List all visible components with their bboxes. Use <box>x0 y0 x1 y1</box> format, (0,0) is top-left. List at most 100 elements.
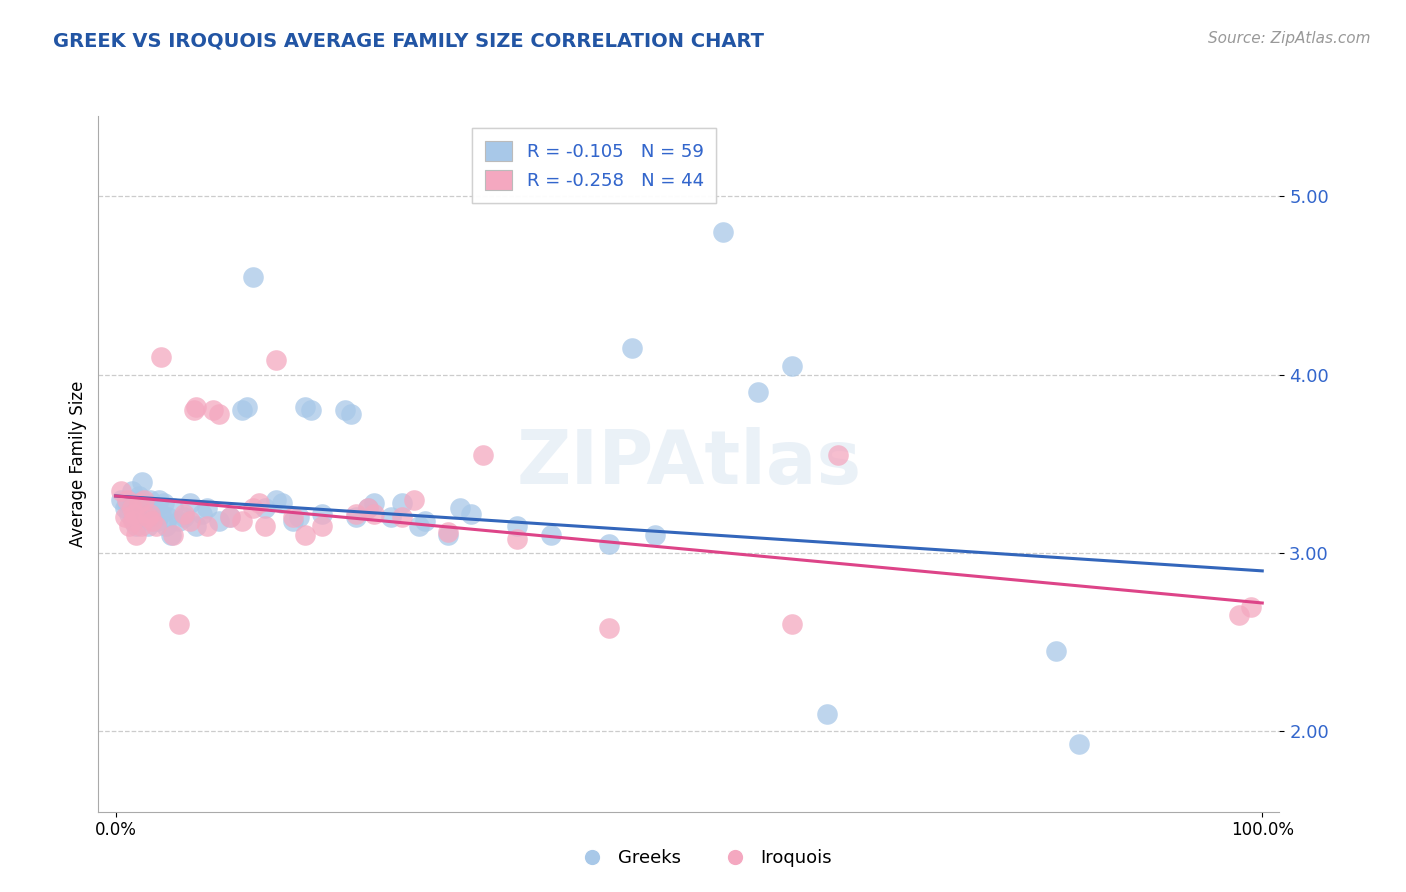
Point <box>110 483 132 498</box>
Point <box>339 407 361 421</box>
Legend: Greeks, Iroquois: Greeks, Iroquois <box>567 842 839 874</box>
Point <box>134 492 156 507</box>
Point <box>1240 599 1263 614</box>
Point <box>644 528 666 542</box>
Y-axis label: Average Family Size: Average Family Size <box>69 381 87 547</box>
Point <box>827 448 849 462</box>
Point <box>131 475 153 489</box>
Point <box>129 519 152 533</box>
Point <box>247 496 270 510</box>
Point <box>167 514 190 528</box>
Text: Source: ZipAtlas.com: Source: ZipAtlas.com <box>1208 31 1371 46</box>
Point <box>283 514 305 528</box>
Point <box>128 496 150 510</box>
Point <box>159 528 181 542</box>
Point <box>236 400 259 414</box>
Point <box>162 501 184 516</box>
Point <box>253 519 276 533</box>
Point <box>344 510 367 524</box>
Point <box>184 519 207 533</box>
Point <box>146 514 169 528</box>
Text: GREEK VS IROQUOIS AVERAGE FAMILY SIZE CORRELATION CHART: GREEK VS IROQUOIS AVERAGE FAMILY SIZE CO… <box>53 31 765 50</box>
Point <box>408 519 430 533</box>
Point <box>115 496 138 510</box>
Point <box>184 400 207 414</box>
Point <box>145 519 167 533</box>
Point <box>183 403 205 417</box>
Point <box>143 501 166 516</box>
Point <box>264 492 287 507</box>
Point <box>413 514 436 528</box>
Point <box>118 507 141 521</box>
Point <box>219 510 242 524</box>
Point <box>283 510 305 524</box>
Point <box>506 532 529 546</box>
Point <box>231 403 253 417</box>
Point <box>264 353 287 368</box>
Point <box>110 492 132 507</box>
Point <box>294 400 316 414</box>
Point <box>114 501 136 516</box>
Point <box>148 492 170 507</box>
Point <box>380 510 402 524</box>
Point <box>506 519 529 533</box>
Point <box>815 706 838 721</box>
Point <box>253 501 276 516</box>
Point <box>711 225 734 239</box>
Point <box>125 519 148 533</box>
Point <box>141 514 163 528</box>
Point <box>179 496 201 510</box>
Point <box>122 514 145 528</box>
Point <box>540 528 562 542</box>
Point <box>125 528 148 542</box>
Point <box>288 510 311 524</box>
Point <box>157 510 180 524</box>
Point <box>270 496 292 510</box>
Point <box>121 492 143 507</box>
Point <box>150 350 173 364</box>
Legend: R = -0.105   N = 59, R = -0.258   N = 44: R = -0.105 N = 59, R = -0.258 N = 44 <box>472 128 717 202</box>
Point <box>780 617 803 632</box>
Point <box>1227 608 1250 623</box>
Point <box>139 507 162 521</box>
Point <box>231 514 253 528</box>
Point <box>437 528 460 542</box>
Point <box>598 621 620 635</box>
Point <box>391 510 413 524</box>
Point <box>242 501 264 516</box>
Point <box>195 501 218 516</box>
Point <box>219 510 242 524</box>
Point <box>471 448 494 462</box>
Point <box>311 519 333 533</box>
Point <box>134 507 156 521</box>
Text: ZIPAtlas: ZIPAtlas <box>516 427 862 500</box>
Point <box>363 496 385 510</box>
Point <box>162 528 184 542</box>
Point <box>294 528 316 542</box>
Point <box>598 537 620 551</box>
Point <box>150 507 173 521</box>
Point <box>437 524 460 539</box>
Point <box>128 489 150 503</box>
Point <box>747 385 769 400</box>
Point <box>121 501 143 516</box>
Point <box>357 501 380 516</box>
Point <box>460 507 482 521</box>
Point <box>620 341 643 355</box>
Point <box>402 492 425 507</box>
Point <box>242 269 264 284</box>
Point <box>122 507 145 521</box>
Point <box>136 519 159 533</box>
Point <box>311 507 333 521</box>
Point <box>118 519 141 533</box>
Point <box>121 514 143 528</box>
Point <box>115 492 138 507</box>
Point <box>363 507 385 521</box>
Point <box>173 510 195 524</box>
Point <box>299 403 322 417</box>
Point <box>190 507 212 521</box>
Point <box>167 617 190 632</box>
Point <box>155 519 177 533</box>
Point <box>449 501 471 516</box>
Point <box>134 496 156 510</box>
